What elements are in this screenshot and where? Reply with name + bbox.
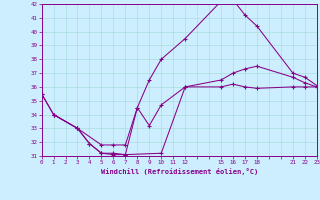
X-axis label: Windchill (Refroidissement éolien,°C): Windchill (Refroidissement éolien,°C) [100,168,258,175]
